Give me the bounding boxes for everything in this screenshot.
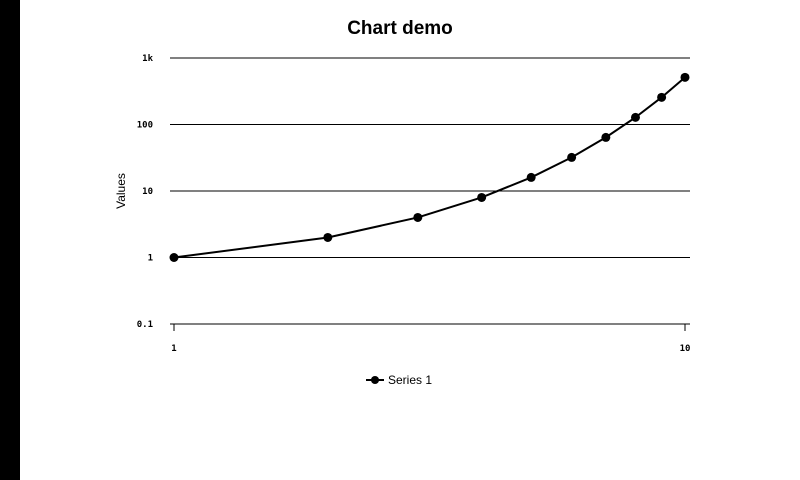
y-tick-label: 0.1: [137, 320, 153, 330]
window-edge: [0, 0, 20, 480]
data-point: [567, 152, 577, 162]
series-line-1: [173, 76, 686, 259]
legend-label-series-1: Series 1: [388, 373, 433, 387]
data-point: [630, 112, 640, 122]
data-point: [680, 72, 690, 82]
x-tick-label: 10: [680, 344, 691, 354]
data-point: [526, 172, 536, 182]
y-tick-label: 1k: [142, 54, 153, 64]
data-point: [323, 232, 333, 242]
x-tick-label: 1: [171, 344, 176, 354]
data-point: [413, 212, 423, 222]
y-tick-label: 1: [148, 254, 153, 264]
y-tick-label: 100: [137, 121, 153, 131]
y-tick-label: 10: [142, 187, 153, 197]
legend[interactable]: Series 1: [366, 373, 432, 387]
legend-swatch-series-1: [366, 376, 384, 384]
data-point: [657, 92, 667, 102]
data-point: [477, 192, 487, 202]
chart-title: Chart demo: [347, 18, 453, 39]
data-point: [169, 253, 179, 262]
data-point: [601, 132, 611, 142]
